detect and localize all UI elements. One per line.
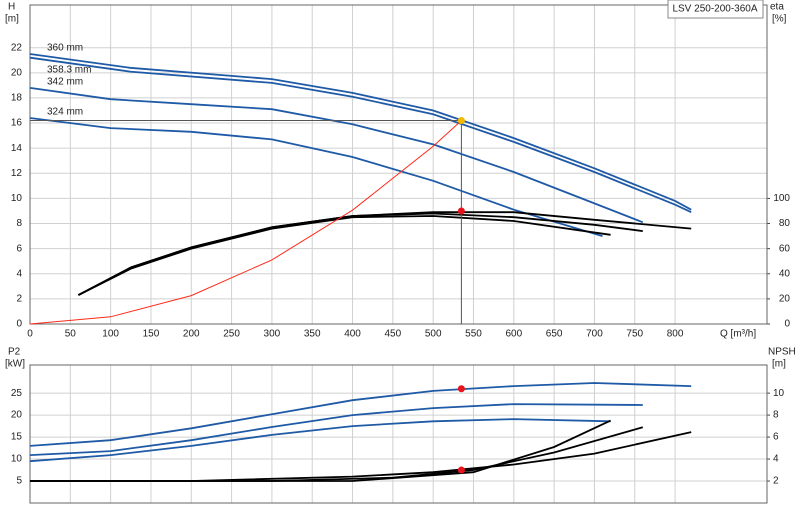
x-tick-label: 550 [465,329,482,340]
curve [30,431,692,482]
operating-point [457,117,465,125]
curve [29,382,692,447]
chart-title: LSV 250-200-360A [672,4,757,15]
y2-tick-label: 40 [779,268,791,279]
curve [29,117,603,237]
operating-point [457,466,465,474]
operating-point [457,385,465,393]
curve [29,418,611,463]
y2-axis-unit: [%] [772,14,787,25]
x-tick-label: 650 [546,329,563,340]
x-tick-label: 700 [586,329,603,340]
x-tick-label: 100 [102,329,119,340]
x-tick-label: 750 [626,329,643,340]
x-axis-label: Q [m³/h] [720,329,756,340]
curve [29,403,643,456]
curve [77,212,643,296]
x-tick-label: 800 [667,329,684,340]
curve-label: 324 mm [47,107,83,118]
y-tick-label: 10 [11,193,23,204]
plot-frame [29,4,768,325]
y2-tick-label: 80 [779,218,791,229]
curve [29,53,692,211]
y-tick-label: 16 [11,118,23,129]
y-axis-label: P2 [8,347,21,358]
y-tick-label: 4 [16,268,22,279]
y2-axis-label: eta [770,2,784,13]
x-tick-label: 450 [385,329,402,340]
y-tick-label: 0 [16,319,22,330]
title-box [667,0,764,19]
operating-point [457,207,465,215]
y2-tick-label: 0 [784,319,790,330]
y-axis-unit: [m] [5,14,19,25]
y-tick-label: 15 [11,432,23,443]
y-tick-label: 12 [11,168,23,179]
x-tick-label: 300 [264,329,281,340]
y2-axis-label: NPSH [768,347,796,358]
plot-frame [29,364,768,504]
y-tick-label: 6 [16,243,22,254]
curve [29,87,644,224]
x-tick-label: 250 [223,329,240,340]
y2-tick-label: 60 [779,243,791,254]
curve-label: 342 mm [47,77,83,88]
y-tick-label: 8 [16,218,22,229]
y2-tick-label: 2 [773,476,779,487]
y-tick-label: 18 [11,93,23,104]
x-tick-label: 600 [505,329,522,340]
x-tick-label: 50 [65,329,77,340]
curve-label: 360 mm [47,43,83,54]
x-tick-label: 500 [425,329,442,340]
y-axis-label: H [8,2,15,13]
y-tick-label: 5 [16,476,22,487]
x-tick-label: 350 [304,329,321,340]
x-tick-label: 150 [143,329,160,340]
y2-tick-label: 6 [773,432,779,443]
x-tick-label: 200 [183,329,200,340]
y2-tick-label: 4 [773,454,779,465]
y2-tick-label: 8 [773,410,779,421]
y-tick-label: 2 [16,294,22,305]
y2-tick-label: 100 [773,193,790,204]
y-tick-label: 10 [11,454,23,465]
y-tick-label: 25 [11,388,23,399]
curve [30,419,611,482]
y2-axis-unit: [m] [772,359,786,370]
y2-tick-label: 20 [779,294,791,305]
y-tick-label: 20 [11,410,23,421]
curve [77,215,611,296]
y-tick-label: 14 [11,143,23,154]
y2-tick-label: 10 [773,388,785,399]
curve [29,56,692,214]
x-tick-label: 400 [344,329,361,340]
curve [29,120,462,325]
y-tick-label: 20 [11,67,23,78]
y-tick-label: 22 [11,42,23,53]
x-tick-label: 0 [27,329,33,340]
y-axis-unit: [kW] [5,359,25,370]
curve-label: 358.3 mm [47,64,91,75]
